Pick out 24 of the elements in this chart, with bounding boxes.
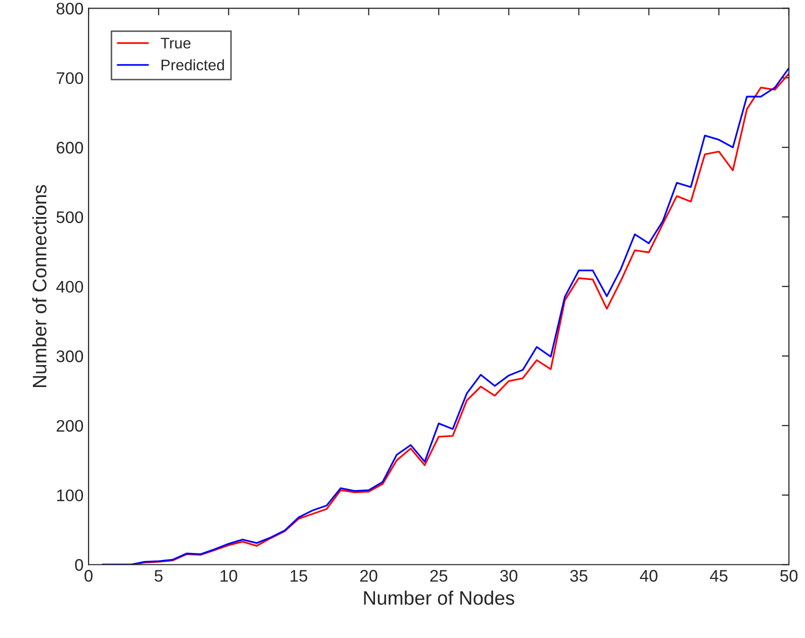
y-tick-label: 100 [57,489,84,502]
y-tick-label: 400 [56,280,84,293]
x-tick-label: 25 [430,570,448,582]
x-tick-label: 5 [154,570,163,582]
y-tick-label: 0 [75,559,84,571]
x-axis-title: Number of Nodes [364,590,514,605]
x-tick-label: 0 [84,570,93,582]
y-tick-label: 700 [56,72,84,84]
y-tick-label: 800 [56,2,84,14]
x-tick-label: 20 [360,570,378,582]
y-tick-label: 200 [56,420,84,432]
y-axis-title: Number of Connections [32,185,46,387]
x-tick-label: 10 [220,570,238,582]
legend-label: Predicted [162,59,224,70]
x-tick-label: 50 [780,570,798,582]
x-tick-label: 40 [640,570,658,582]
x-tick-label: 35 [570,570,588,582]
x-tick-label: 30 [500,570,518,582]
y-tick-label: 300 [56,350,84,362]
x-tick-label: 45 [710,570,728,582]
x-tick-label: 15 [290,570,308,582]
y-tick-label: 500 [56,211,84,224]
y-tick-label: 600 [56,142,84,154]
legend-label: True [160,38,191,49]
